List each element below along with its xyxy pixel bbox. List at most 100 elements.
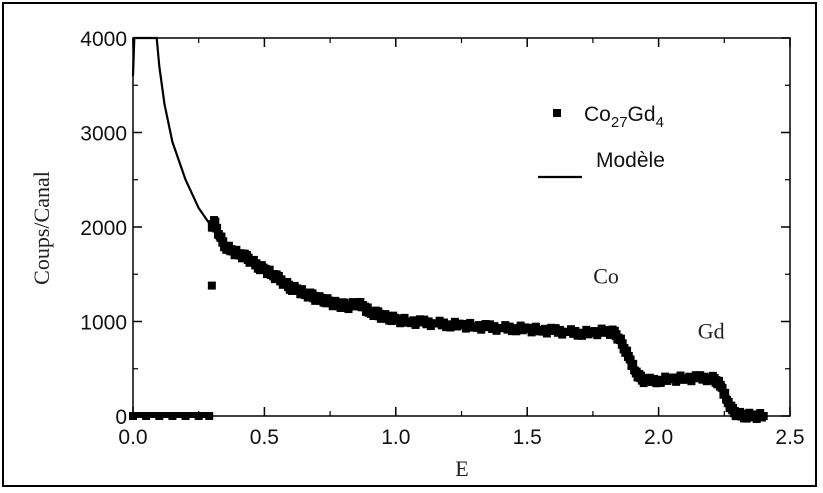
data-point	[665, 373, 674, 382]
legend-data-label: Co27Gd4	[584, 103, 664, 131]
legend-marker-square	[553, 109, 561, 117]
data-point	[540, 324, 549, 333]
data-point	[645, 373, 654, 382]
data-point	[691, 371, 700, 380]
data-point	[507, 327, 516, 336]
data-point	[211, 217, 220, 226]
data-point	[459, 319, 468, 328]
annotation-gd: Gd	[698, 319, 725, 344]
data-point	[152, 412, 159, 418]
data-point	[571, 327, 580, 336]
data-point	[252, 259, 261, 268]
data-point	[415, 315, 424, 324]
data-point	[298, 285, 307, 294]
data-point	[402, 318, 411, 327]
data-point	[331, 296, 340, 305]
y-tick-label: 1000	[80, 312, 127, 335]
model-curve	[131, 36, 213, 228]
data-point	[199, 412, 206, 418]
data-point	[189, 412, 196, 418]
y-tick-label: 2000	[80, 217, 127, 240]
data-point	[207, 281, 216, 290]
data-point	[652, 379, 661, 388]
data-point	[142, 412, 149, 418]
data-point	[556, 325, 565, 334]
data-point	[133, 412, 140, 418]
data-point	[468, 323, 477, 332]
data-point	[442, 323, 451, 332]
data-point	[591, 327, 600, 336]
data-point	[439, 318, 448, 327]
data-point	[531, 322, 540, 331]
data-point	[626, 355, 635, 364]
data-point	[455, 319, 464, 328]
data-point	[450, 317, 459, 326]
x-tick-label: 0.0	[118, 426, 147, 449]
data-point	[136, 412, 143, 418]
data-point	[501, 321, 510, 330]
data-point	[586, 327, 595, 336]
data-point	[180, 412, 187, 418]
x-tick-label: 2.5	[775, 426, 804, 449]
data-point	[130, 412, 136, 418]
data-point	[560, 327, 569, 336]
data-point	[409, 316, 418, 325]
data-point	[629, 359, 638, 368]
y-axis: 0 1000 2000 3000 4000	[80, 28, 790, 429]
data-point	[757, 413, 766, 422]
x-tick-label: 1.0	[381, 426, 410, 449]
data-point	[650, 374, 659, 383]
data-point	[170, 412, 177, 418]
x-tick-label: 1.5	[513, 426, 542, 449]
y-tick-label: 3000	[80, 123, 127, 146]
data-point	[567, 325, 575, 334]
data-point	[718, 384, 727, 393]
plot-area-frame	[132, 37, 791, 417]
y-tick-label: 4000	[80, 28, 127, 51]
y-axis-label: Coups/Canal	[29, 171, 54, 285]
data-point	[217, 232, 226, 241]
data-point	[424, 317, 433, 326]
data-point	[177, 412, 184, 418]
data-point	[573, 331, 582, 340]
data-point	[669, 373, 678, 382]
x-tick-label: 0.5	[250, 426, 279, 449]
data-point	[183, 412, 190, 418]
x-axis-label: E	[455, 456, 468, 481]
data-point	[393, 314, 402, 323]
data-point	[715, 376, 724, 385]
data-point	[284, 280, 293, 289]
data-point	[232, 245, 241, 254]
x-axis: 0.0 0.5 1.0 1.5 2.0 2.5	[118, 38, 805, 449]
data-point	[623, 346, 632, 355]
data-point	[155, 412, 162, 418]
data-point	[213, 223, 222, 232]
data-point	[145, 412, 152, 418]
data-point	[738, 409, 747, 418]
data-point	[525, 323, 534, 332]
data-point	[505, 322, 514, 331]
data-point	[363, 303, 372, 312]
data-point	[466, 318, 475, 327]
data-point	[616, 334, 625, 343]
data-point	[193, 412, 200, 418]
data-point	[721, 388, 730, 397]
data-point	[676, 371, 685, 380]
data-point	[597, 324, 606, 333]
data-point	[429, 319, 438, 328]
data-point	[265, 265, 274, 274]
data-point	[494, 323, 503, 332]
data-point	[534, 327, 543, 336]
figure-frame	[2, 2, 817, 487]
annotation-co: Co	[593, 264, 619, 289]
data-point	[148, 412, 155, 418]
data-point	[205, 412, 212, 418]
data-point	[186, 412, 193, 418]
data-point	[696, 371, 705, 380]
y-tick-label: 0	[115, 406, 127, 429]
data-point	[582, 325, 591, 334]
data-point	[547, 323, 556, 332]
data-point	[174, 412, 181, 418]
data-series-points	[129, 216, 768, 423]
data-point	[678, 375, 687, 384]
